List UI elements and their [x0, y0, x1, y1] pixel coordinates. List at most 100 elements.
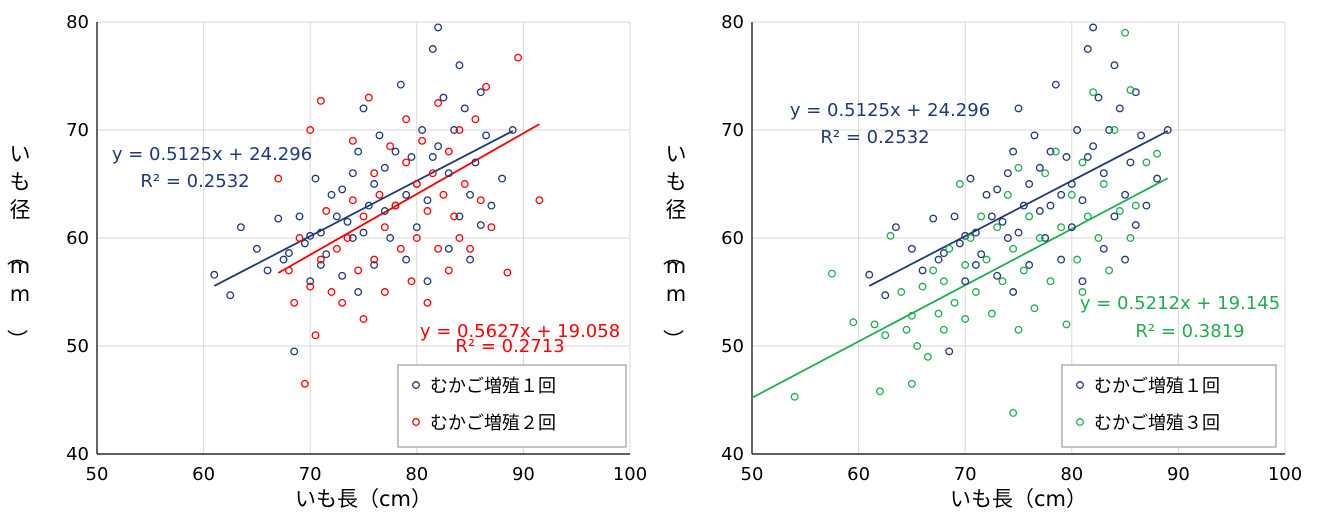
data-point-series-2	[886, 231, 895, 240]
data-point-series-2	[444, 147, 453, 156]
data-point-series-1	[961, 277, 970, 286]
data-point-series-2	[1078, 288, 1087, 296]
data-point-series-1	[987, 212, 996, 221]
data-point-series-2	[1073, 255, 1082, 264]
data-point-series-2	[828, 269, 836, 278]
data-point-series-1	[295, 212, 304, 221]
data-point-series-1	[482, 131, 491, 140]
data-point-series-1	[476, 221, 485, 229]
data-point-series-2	[391, 201, 400, 210]
legend-marker	[1076, 418, 1084, 426]
data-point-series-1	[338, 185, 347, 194]
data-point-series-1	[476, 88, 485, 97]
r-squared-label-2: R² = 0.3819	[1135, 321, 1244, 342]
y-axis-title: いも径（m m）	[5, 142, 31, 350]
data-point-series-2	[1019, 266, 1028, 275]
data-point-series-1	[1003, 169, 1012, 178]
data-point-series-1	[1126, 158, 1135, 167]
y-axis-title: いも径（m m）	[661, 142, 687, 350]
data-point-series-2	[455, 234, 464, 242]
y-tick-label: 40	[721, 444, 744, 465]
data-point-series-2	[450, 212, 459, 221]
data-point-series-2	[386, 142, 395, 151]
x-tick-label: 50	[86, 464, 109, 485]
data-point-series-1	[1073, 126, 1082, 134]
data-point-series-1	[950, 212, 959, 221]
data-point-series-2	[423, 298, 432, 307]
data-point-series-1	[322, 250, 331, 259]
data-point-series-2	[961, 261, 970, 269]
r-squared-label-2: R² = 0.2713	[455, 336, 564, 357]
trendline-series-1	[213, 130, 514, 287]
data-point-series-2	[359, 212, 368, 221]
trendline-equation-1: y = 0.5125x + 24.296	[112, 144, 312, 165]
data-point-series-1	[354, 147, 363, 156]
y-tick-label: 60	[721, 228, 744, 249]
trendline-series-2	[751, 177, 1169, 399]
data-point-series-1	[370, 261, 379, 269]
data-point-series-1	[306, 277, 315, 286]
data-point-series-2	[380, 223, 389, 232]
data-point-series-1	[402, 190, 411, 199]
legend-box	[1061, 364, 1277, 448]
data-point-series-1	[386, 234, 395, 242]
data-point-series-2	[370, 255, 379, 264]
data-point-series-1	[226, 291, 235, 300]
data-point-series-2	[1014, 325, 1023, 334]
data-point-series-2	[1057, 223, 1066, 232]
legend-marker	[412, 418, 420, 426]
data-point-series-2	[902, 325, 911, 334]
data-point-series-1	[455, 61, 464, 70]
data-point-series-1	[1078, 277, 1087, 286]
data-point-series-1	[971, 261, 980, 269]
data-point-series-1	[466, 190, 475, 199]
data-point-series-2	[918, 282, 927, 291]
data-point-series-2	[971, 288, 980, 296]
data-point-series-2	[1083, 212, 1092, 221]
data-point-series-1	[1083, 153, 1092, 161]
data-point-series-2	[295, 234, 304, 242]
trendline-equation-2: y = 0.5212x + 19.145	[1080, 293, 1280, 314]
data-point-series-2	[514, 53, 523, 62]
legend-box	[397, 364, 627, 448]
data-point-series-1	[274, 214, 283, 223]
data-point-series-2	[375, 190, 384, 199]
data-point-series-2	[950, 298, 959, 307]
data-point-series-2	[444, 266, 453, 275]
data-point-series-1	[263, 266, 272, 275]
trendline-series-2	[277, 123, 540, 274]
data-point-series-1	[1025, 261, 1034, 269]
data-point-series-1	[1099, 244, 1108, 253]
data-point-series-2	[343, 234, 352, 242]
x-tick-label: 50	[741, 464, 764, 485]
x-tick-label: 80	[1060, 464, 1083, 485]
data-point-series-1	[1019, 201, 1028, 210]
data-point-series-1	[418, 126, 427, 134]
y-tick-label: 80	[721, 12, 744, 33]
data-point-series-1	[364, 201, 373, 210]
data-point-series-2	[423, 207, 432, 215]
data-point-series-1	[252, 244, 261, 253]
data-point-series-1	[1121, 255, 1130, 264]
data-point-series-2	[412, 234, 421, 242]
y-tick-label: 60	[66, 228, 89, 249]
data-point-series-1	[891, 223, 900, 232]
data-point-series-1	[210, 270, 219, 279]
data-point-series-1	[1067, 180, 1076, 188]
data-point-series-2	[939, 325, 948, 334]
data-point-series-2	[503, 268, 512, 277]
data-point-series-1	[1057, 190, 1066, 199]
data-point-series-1	[343, 217, 352, 226]
data-point-series-2	[870, 320, 879, 329]
data-point-series-2	[1105, 266, 1114, 275]
data-point-series-2	[1142, 158, 1151, 167]
data-point-series-2	[987, 309, 996, 318]
data-point-series-2	[1067, 190, 1076, 199]
x-tick-label: 90	[512, 464, 535, 485]
data-point-series-2	[923, 352, 932, 361]
y-tick-label: 50	[66, 336, 89, 357]
data-point-series-1	[1110, 61, 1119, 70]
data-point-series-1	[428, 153, 437, 161]
data-point-series-1	[1110, 212, 1119, 221]
